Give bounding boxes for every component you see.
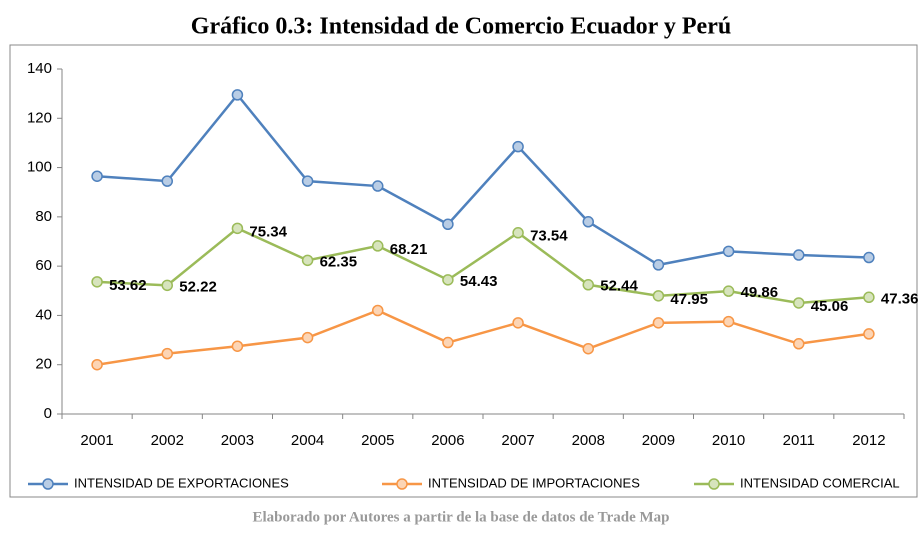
data-point	[793, 249, 805, 261]
x-tick-label: 2012	[852, 432, 885, 449]
chart-title: Gráfico 0.3: Intensidad de Comercio Ecua…	[191, 14, 731, 40]
data-point	[863, 291, 875, 304]
y-tick-label: 120	[27, 109, 52, 126]
data-point	[161, 347, 173, 360]
data-label: 53.62	[109, 277, 147, 294]
data-point	[652, 259, 665, 271]
data-point	[442, 274, 454, 286]
data-point	[301, 331, 314, 344]
y-tick-label: 40	[35, 306, 52, 323]
data-label: 52.44	[600, 278, 638, 295]
x-tick-label: 2006	[431, 432, 464, 449]
data-point	[301, 175, 314, 187]
x-tick-label: 2009	[642, 432, 675, 449]
series-line	[96, 309, 870, 366]
x-tick-label: 2010	[712, 432, 745, 449]
x-tick-label: 2011	[783, 432, 815, 449]
data-point	[722, 245, 735, 258]
data-point	[161, 175, 173, 187]
data-label: 45.06	[811, 298, 849, 315]
data-point	[442, 218, 454, 230]
data-point	[512, 140, 524, 153]
x-tick-label: 2001	[80, 432, 113, 449]
data-point	[652, 290, 665, 302]
y-tick-label: 140	[27, 60, 52, 77]
data-point	[652, 317, 665, 329]
x-tick-label: 2002	[151, 432, 184, 449]
data-label: 47.95	[670, 291, 708, 308]
data-point	[91, 358, 103, 371]
data-point	[231, 89, 244, 101]
source-note: Elaborado por Autores a partir de la bas…	[253, 509, 670, 525]
data-label: 49.86	[741, 284, 779, 301]
y-tick-label: 20	[35, 356, 52, 373]
data-label: 52.22	[179, 278, 217, 295]
data-point	[863, 328, 875, 340]
legend-marker	[396, 478, 408, 490]
data-label: 75.34	[249, 223, 287, 240]
data-point	[372, 180, 384, 192]
data-point	[582, 342, 594, 355]
data-point	[582, 216, 594, 228]
x-tick-label: 2003	[221, 432, 254, 449]
data-label: 47.36	[881, 290, 919, 307]
legend-marker	[708, 478, 720, 490]
x-tick-label: 2004	[291, 432, 324, 449]
data-point	[372, 240, 384, 252]
data-point	[372, 304, 384, 317]
data-point	[793, 338, 805, 350]
data-label: 62.35	[320, 253, 358, 270]
data-point	[793, 297, 805, 309]
chart-border	[9, 44, 918, 498]
data-point	[512, 317, 524, 329]
data-point	[722, 285, 735, 297]
y-tick-label: 80	[35, 208, 52, 225]
data-point	[582, 279, 594, 291]
legend-label: INTENSIDAD COMERCIAL	[740, 475, 900, 490]
data-point	[91, 276, 103, 288]
data-label: 68.21	[390, 241, 428, 258]
x-tick-label: 2007	[501, 432, 534, 449]
data-point	[512, 227, 524, 239]
y-tick-label: 60	[35, 257, 52, 274]
legend-label: INTENSIDAD DE IMPORTACIONES	[428, 475, 640, 490]
data-point	[231, 222, 244, 235]
data-point	[863, 251, 875, 264]
legend-label: INTENSIDAD DE EXPORTACIONES	[74, 475, 289, 490]
x-tick-label: 2005	[361, 432, 394, 449]
legend-marker	[42, 478, 54, 490]
x-tick-label: 2008	[572, 432, 605, 449]
data-point	[301, 254, 314, 267]
y-tick-label: 100	[27, 159, 52, 176]
data-point	[231, 340, 244, 352]
data-point	[161, 279, 173, 292]
series-line	[96, 92, 869, 267]
y-tick-label: 0	[44, 405, 52, 422]
data-point	[91, 170, 103, 182]
data-point	[442, 336, 454, 349]
data-label: 54.43	[460, 273, 498, 290]
data-point	[722, 315, 735, 328]
data-label: 73.54	[530, 228, 568, 245]
series-line	[97, 226, 870, 305]
